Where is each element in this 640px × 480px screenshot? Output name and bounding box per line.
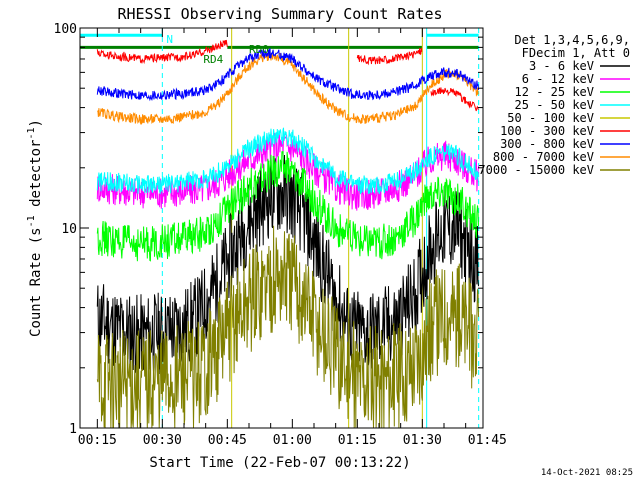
series-line-800-7000-kev xyxy=(96,51,479,126)
legend-entry-label: 7000 - 15000 keV xyxy=(478,163,594,177)
series-line-100-300-kev xyxy=(430,87,479,112)
x-tick-label: 01:30 xyxy=(403,433,442,448)
flag-annotation-rd4: RD4 xyxy=(203,53,223,66)
series-line-12-25-kev xyxy=(96,150,479,262)
x-tick-label: 00:15 xyxy=(78,433,117,448)
x-tick-label: 00:45 xyxy=(208,433,247,448)
chart-title: RHESSI Observing Summary Count Rates xyxy=(117,5,442,23)
legend-entry-label: 25 - 50 keV xyxy=(515,98,594,112)
y-tick-label: 1 xyxy=(69,422,77,437)
flag-annotation-rd0: RD0 xyxy=(249,43,269,56)
legend-entry-label: 12 - 25 keV xyxy=(515,85,594,99)
legend-entry-label: 300 - 800 keV xyxy=(500,137,594,151)
x-tick-label: 01:45 xyxy=(468,433,507,448)
footer-timestamp: 14-Oct-2021 08:25 xyxy=(541,468,633,478)
legend-entry-label: 100 - 300 keV xyxy=(500,124,594,138)
x-tick-label: 00:30 xyxy=(143,433,182,448)
series-line-25-50-kev xyxy=(96,127,479,195)
x-tick-label: 01:00 xyxy=(273,433,312,448)
x-axis-label: Start Time (22-Feb-07 00:13:22) xyxy=(149,455,410,471)
flag-annotation-n: N xyxy=(166,33,173,46)
legend-entry-label: 6 - 12 keV xyxy=(522,72,594,86)
legend-header-line-2: FDecim 1, Att 0 xyxy=(522,46,630,60)
legend-entry-label: 800 - 7000 keV xyxy=(493,150,594,164)
series-line-3-6-kev xyxy=(96,154,479,375)
y-axis-label: Count Rate (s-1 detector-1) xyxy=(26,119,44,337)
y-tick-label: 100 xyxy=(54,22,77,37)
legend-entry-label: 3 - 6 keV xyxy=(529,59,594,73)
x-tick-label: 01:15 xyxy=(338,433,377,448)
series-line-100-300-kev xyxy=(96,39,228,65)
legend-entry-label: 50 - 100 keV xyxy=(507,111,594,125)
series-line-100-300-kev xyxy=(356,47,423,66)
legend: Det 1,3,4,5,6,9, FDecim 1, Att 0 3 - 6 k… xyxy=(478,33,630,177)
y-tick-label: 10 xyxy=(61,222,77,237)
series-line-300-800-kev xyxy=(96,48,479,102)
series-line-7000-15000-kev xyxy=(96,225,479,428)
legend-header-line-1: Det 1,3,4,5,6,9, xyxy=(514,33,630,47)
